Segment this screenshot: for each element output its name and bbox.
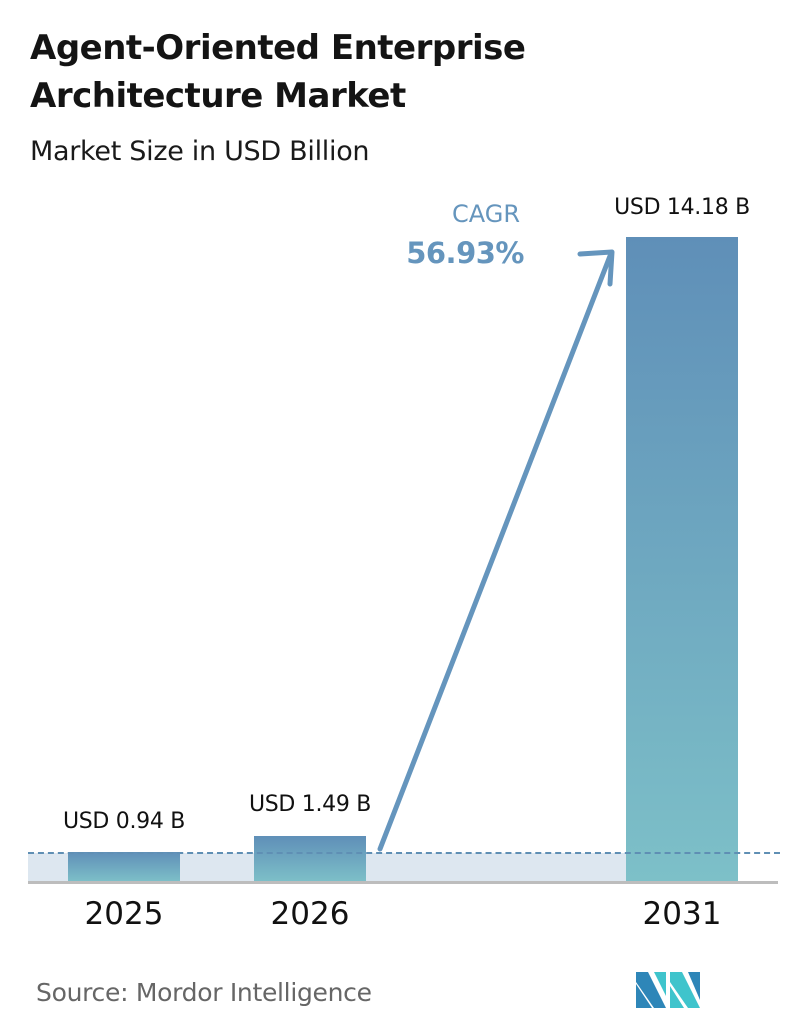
bar-value-label-2031: USD 14.18 B — [614, 195, 750, 220]
bar-2026 — [254, 836, 366, 882]
chart-title: Agent-Oriented Enterprise Architecture M… — [30, 28, 526, 116]
x-tick-2031: 2031 — [642, 896, 722, 932]
mordor-intelligence-logo-icon — [636, 972, 700, 1008]
bar-2025 — [68, 852, 180, 882]
x-axis-baseline — [28, 881, 778, 884]
source-text: Source: Mordor Intelligence — [36, 978, 372, 1007]
bar-value-label-2026: USD 1.49 B — [248, 792, 372, 817]
x-tick-2025: 2025 — [84, 896, 164, 932]
cagr-label: CAGR — [451, 200, 520, 228]
x-tick-2026: 2026 — [270, 896, 350, 932]
reference-dashed-line — [28, 852, 780, 854]
bar-value-label-2025: USD 0.94 B — [62, 809, 186, 834]
bar-2031 — [626, 237, 738, 882]
chart-subtitle: Market Size in USD Billion — [30, 136, 370, 167]
cagr-value: 56.93% — [406, 236, 524, 270]
